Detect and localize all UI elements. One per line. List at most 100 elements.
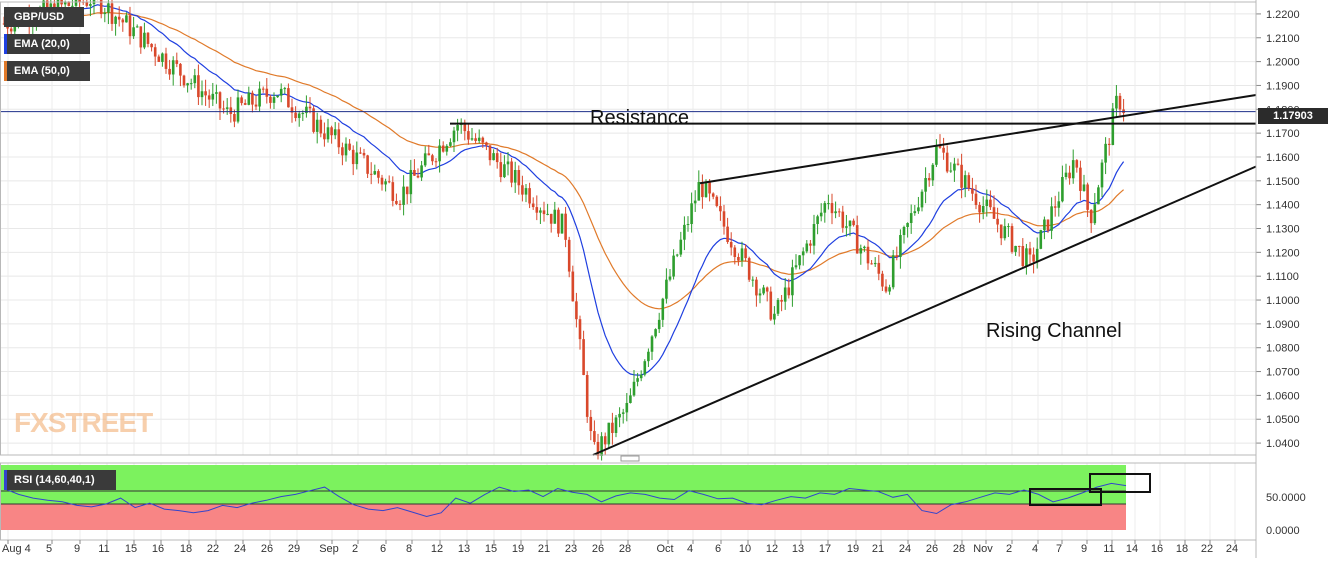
candle-body — [1050, 206, 1053, 231]
candle-body — [942, 147, 945, 153]
candle-body — [398, 203, 402, 205]
candle-body — [531, 203, 535, 208]
ema50-legend[interactable]: EMA (50,0) — [4, 61, 90, 81]
symbol-legend[interactable]: GBP/USD — [4, 7, 84, 27]
candle-body — [917, 207, 920, 212]
candle-body — [805, 243, 809, 252]
candle-body — [467, 131, 470, 140]
x-tick-label: 12 — [431, 543, 443, 555]
candle-body — [337, 129, 341, 148]
candle-body — [200, 91, 204, 98]
candle-body — [931, 164, 935, 181]
x-tick-label: 19 — [847, 543, 859, 555]
candle-body — [301, 113, 305, 115]
candle-body — [765, 287, 769, 292]
ema20-legend[interactable]: EMA (20,0) — [4, 34, 90, 54]
candle-body — [1100, 162, 1104, 188]
candle-body — [650, 336, 654, 352]
candle-body — [481, 137, 485, 143]
x-tick-label: 28 — [619, 543, 631, 555]
candle-body — [272, 97, 276, 103]
candle-body — [701, 182, 704, 198]
x-tick-label: 26 — [592, 543, 604, 555]
rsi-swatch — [4, 470, 7, 490]
candle-body — [207, 95, 211, 100]
x-tick-label: 15 — [485, 543, 497, 555]
candle-body — [197, 75, 200, 98]
candle-body — [686, 224, 690, 226]
candle-body — [1086, 184, 1089, 210]
x-tick-label: 18 — [180, 543, 192, 555]
candle-body — [1064, 172, 1068, 178]
candle-body — [546, 213, 549, 215]
candle-body — [402, 186, 405, 205]
candle-body — [71, 5, 74, 7]
candle-body — [845, 226, 848, 228]
candle-body — [690, 203, 693, 225]
candle-body — [945, 152, 949, 172]
candle-body — [1025, 248, 1028, 267]
candle-body — [431, 155, 434, 162]
last-price-label: 1.17903 — [1258, 108, 1328, 124]
candle-body — [935, 145, 938, 165]
x-tick-label: 26 — [926, 543, 938, 555]
candle-body — [125, 15, 128, 23]
candle-body — [855, 225, 859, 254]
candle-body — [182, 75, 186, 86]
candle-body — [193, 75, 197, 84]
candle-body — [981, 206, 985, 213]
candle-body — [485, 142, 488, 146]
candle-body — [157, 56, 161, 62]
candle-body — [1061, 177, 1064, 202]
candle-body — [222, 108, 225, 110]
candle-body — [816, 216, 819, 225]
candle-body — [1104, 143, 1107, 163]
candle-body — [794, 265, 798, 268]
candle-body — [258, 88, 261, 107]
ema50-label: EMA (50,0) — [14, 65, 70, 77]
candle-body — [344, 143, 348, 156]
candle-body — [1028, 248, 1032, 255]
candle-body — [99, 0, 103, 15]
candle-body — [535, 207, 539, 213]
rsi-legend[interactable]: RSI (14,60,40,1) — [4, 470, 116, 490]
y-tick-label: 1.0900 — [1266, 319, 1300, 331]
candle-body — [251, 92, 254, 105]
candle-body — [434, 161, 438, 163]
candle-body — [956, 163, 960, 165]
candle-body — [528, 188, 531, 204]
candle-body — [236, 97, 240, 122]
candle-body — [996, 218, 999, 225]
y-tick-label: 1.1500 — [1266, 176, 1300, 188]
candle-body — [1068, 172, 1071, 179]
candle-body — [1082, 184, 1086, 191]
ema20-swatch — [4, 34, 7, 54]
x-tick-label: 18 — [1176, 543, 1188, 555]
candle-body — [726, 226, 729, 242]
candle-body — [600, 436, 603, 456]
candle-body — [1071, 160, 1075, 179]
candle-body — [499, 162, 503, 178]
candle-body — [729, 241, 733, 248]
candle-body — [1089, 209, 1093, 224]
candle-body — [737, 257, 740, 261]
candle-body — [798, 255, 801, 266]
candle-body — [341, 147, 344, 156]
candle-body — [276, 95, 279, 98]
rising-channel-label: Rising Channel — [986, 320, 1122, 342]
candle-body — [9, 28, 13, 32]
x-tick-label: 28 — [953, 543, 965, 555]
candle-body — [953, 163, 956, 171]
candle-body — [557, 209, 560, 234]
candle-body — [668, 276, 672, 280]
candle-body — [791, 267, 794, 296]
y-tick-label: 1.2200 — [1266, 9, 1300, 21]
candle-body — [359, 152, 362, 154]
x-tick-label: 23 — [565, 543, 577, 555]
candle-body — [1039, 230, 1043, 249]
candle-body — [63, 2, 67, 5]
candle-body — [326, 127, 330, 140]
candle-body — [1079, 167, 1082, 191]
candle-body — [1107, 143, 1111, 146]
